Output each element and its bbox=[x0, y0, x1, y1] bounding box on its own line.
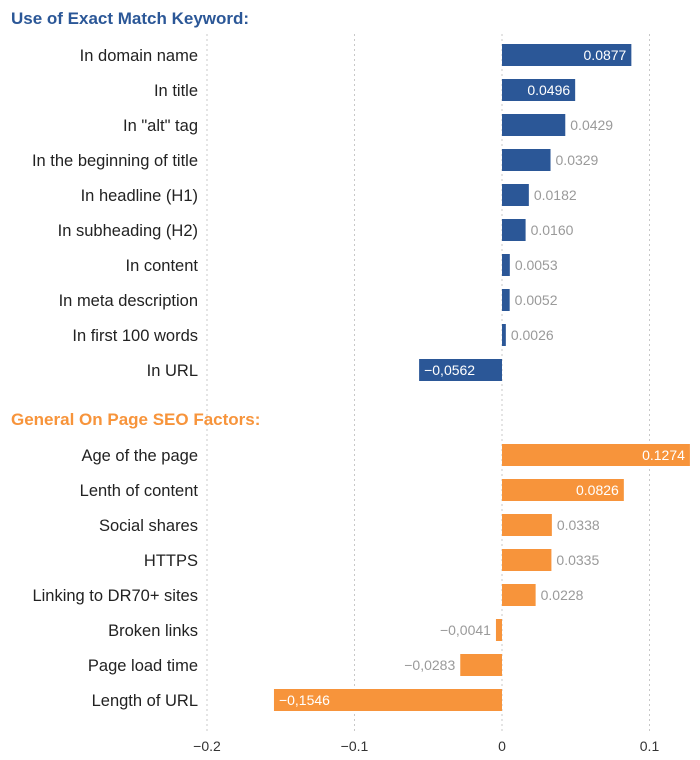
bar bbox=[502, 289, 510, 311]
value-label: 0.0329 bbox=[556, 152, 599, 168]
value-label: 0.0228 bbox=[541, 587, 584, 603]
value-label: −0,1546 bbox=[279, 692, 330, 708]
value-label: 0.0826 bbox=[576, 482, 619, 498]
category-label: Broken links bbox=[108, 622, 198, 640]
category-label: In domain name bbox=[80, 47, 198, 65]
bar bbox=[502, 549, 552, 571]
bar bbox=[502, 444, 690, 466]
x-tick-label: 0.1 bbox=[640, 738, 660, 754]
category-label: Age of the page bbox=[81, 447, 198, 465]
category-label: Social shares bbox=[99, 517, 198, 535]
bar bbox=[502, 514, 552, 536]
category-label: HTTPS bbox=[144, 552, 198, 570]
category-label: In the beginning of title bbox=[32, 152, 198, 170]
value-label: 0.0160 bbox=[531, 222, 574, 238]
bars bbox=[273, 44, 690, 711]
value-label: 0.0496 bbox=[527, 82, 570, 98]
category-label: In meta description bbox=[59, 292, 198, 310]
bar bbox=[502, 44, 632, 66]
category-label: In "alt" tag bbox=[123, 117, 198, 135]
value-label: 0.0338 bbox=[557, 517, 600, 533]
category-label: In content bbox=[126, 257, 199, 275]
value-label: −0,0041 bbox=[440, 622, 491, 638]
bar bbox=[502, 219, 526, 241]
value-label: −0,0562 bbox=[424, 362, 475, 378]
value-label: −0,0283 bbox=[404, 657, 455, 673]
value-label: 0.0335 bbox=[556, 552, 599, 568]
bar bbox=[495, 619, 502, 641]
bar bbox=[502, 324, 506, 346]
value-label: 0.0052 bbox=[515, 292, 558, 308]
category-label: In title bbox=[154, 82, 198, 100]
bar bbox=[502, 114, 566, 136]
category-label: Linking to DR70+ sites bbox=[32, 587, 198, 605]
labels: −0.2 −0.1 0 0.1 Use of Exact Match Keyword: I… bbox=[11, 9, 685, 754]
bar bbox=[502, 254, 510, 276]
bar bbox=[502, 584, 536, 606]
bar bbox=[502, 79, 576, 101]
category-label: In URL bbox=[147, 362, 198, 380]
category-label: In headline (H1) bbox=[81, 187, 198, 205]
x-tick-label: −0.2 bbox=[193, 738, 221, 754]
section-title: General On Page SEO Factors: bbox=[11, 410, 260, 429]
category-label: Lenth of content bbox=[80, 482, 199, 500]
value-label: 0.0182 bbox=[534, 187, 577, 203]
category-label: In subheading (H2) bbox=[58, 222, 198, 240]
bar bbox=[502, 479, 624, 501]
category-label: Page load time bbox=[88, 657, 198, 675]
value-label: 0.0877 bbox=[584, 47, 627, 63]
value-label: 0.0053 bbox=[515, 257, 558, 273]
x-tick-label: −0.1 bbox=[341, 738, 369, 754]
bar bbox=[502, 149, 551, 171]
value-label: 0.0026 bbox=[511, 327, 554, 343]
bar bbox=[273, 689, 502, 711]
bar bbox=[502, 184, 529, 206]
value-label: 0.0429 bbox=[570, 117, 613, 133]
bar bbox=[419, 359, 502, 381]
value-label: 0.1274 bbox=[642, 447, 685, 463]
category-label: In first 100 words bbox=[72, 327, 198, 345]
x-tick-label: 0 bbox=[498, 738, 506, 754]
grid-lines bbox=[206, 34, 650, 732]
bar bbox=[460, 654, 502, 676]
section-title: Use of Exact Match Keyword: bbox=[11, 9, 249, 28]
category-label: Length of URL bbox=[92, 692, 198, 710]
